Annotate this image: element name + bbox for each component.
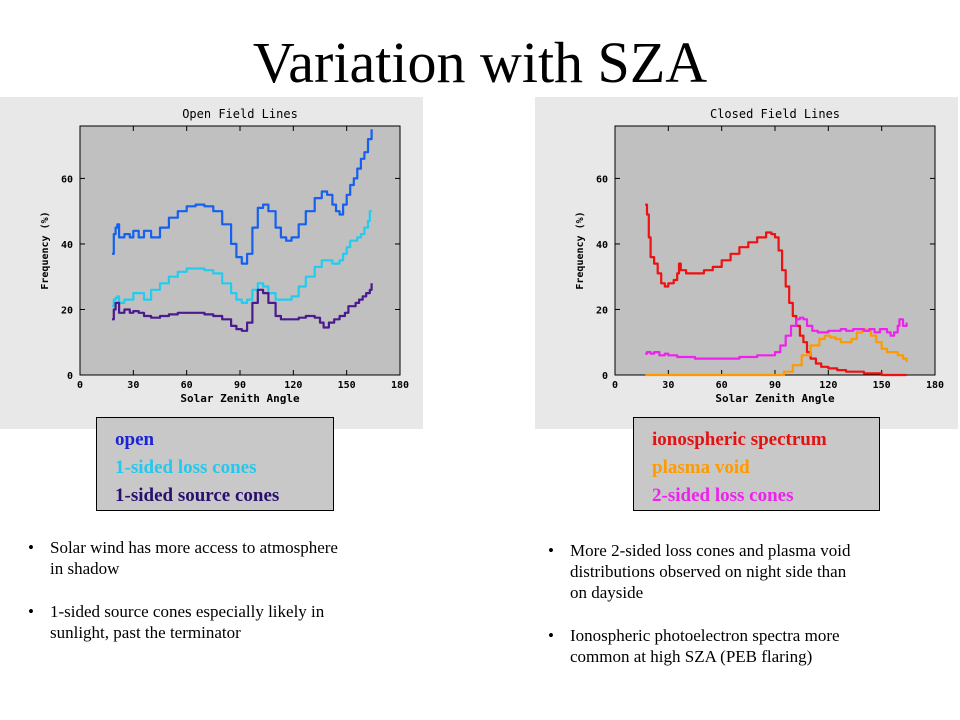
x-tick-label: 60 xyxy=(181,380,193,391)
legend-item-ionospheric-spectrum: ionospheric spectrum xyxy=(652,429,827,450)
series-line-2-sided-loss-cones xyxy=(645,316,908,360)
legend-item-1-sided-loss-cones: 1-sided loss cones xyxy=(115,457,257,478)
plot-area xyxy=(614,125,936,376)
bullet-marker: • xyxy=(28,602,34,621)
right-bullet-list: • More 2-sided loss cones and plasma voi… xyxy=(548,540,948,689)
y-tick-label: 20 xyxy=(596,305,608,316)
legend-item-1-sided-source-cones: 1-sided source cones xyxy=(115,485,280,506)
open-field-lines-chart: Open Field Lines 0 30 60 90 120 150 180 0 20 40 60 S… xyxy=(0,97,423,429)
x-tick-label: 120 xyxy=(819,380,837,391)
bullet-marker: • xyxy=(548,541,554,560)
bullet-item: • More 2-sided loss cones and plasma voi… xyxy=(548,540,948,603)
plot-area xyxy=(79,125,401,376)
x-tick-label: 60 xyxy=(716,380,728,391)
slide-title: Variation with SZA xyxy=(252,30,708,95)
legend-item-open: open xyxy=(115,429,155,450)
series-line-1-sided-loss-cones xyxy=(112,210,372,308)
x-tick-label: 180 xyxy=(926,380,944,391)
series-line-ionospheric-spectrum xyxy=(645,203,907,377)
bullet-marker: • xyxy=(28,538,34,557)
bullet-item: • Solar wind has more access to atmosphe… xyxy=(28,537,448,579)
left-bullet-list: • Solar wind has more access to atmosphe… xyxy=(28,537,448,665)
y-tick-label: 40 xyxy=(61,240,73,251)
closed-field-legend: ionospheric spectrum plasma void 2-sided… xyxy=(633,417,880,511)
x-tick-label: 120 xyxy=(284,380,302,391)
x-axis-label: Solar Zenith Angle xyxy=(715,392,835,405)
closed-field-lines-plot: Closed Field Lines 0 30 60 90 120 150 180 0 20 40 6… xyxy=(575,107,944,405)
x-tick-label: 30 xyxy=(127,380,139,391)
y-tick-label: 40 xyxy=(596,240,608,251)
y-tick-label: 0 xyxy=(67,371,73,382)
y-tick-label: 0 xyxy=(602,371,608,382)
bullet-marker: • xyxy=(548,626,554,645)
y-axis-label: Frequency (%) xyxy=(575,211,586,289)
x-tick-label: 0 xyxy=(77,380,83,391)
x-tick-label: 150 xyxy=(873,380,891,391)
y-tick-label: 60 xyxy=(61,174,73,185)
x-tick-label: 150 xyxy=(338,380,356,391)
y-tick-label: 20 xyxy=(61,305,73,316)
bullet-text: More 2-sided loss cones and plasma void … xyxy=(570,541,851,602)
chart-title: Closed Field Lines xyxy=(710,107,840,121)
x-tick-label: 90 xyxy=(234,380,246,391)
x-tick-label: 0 xyxy=(612,380,618,391)
y-axis-label: Frequency (%) xyxy=(40,211,51,289)
x-axis-label: Solar Zenith Angle xyxy=(180,392,300,405)
y-tick-label: 60 xyxy=(596,174,608,185)
legend-item-plasma-void: plasma void xyxy=(652,457,750,478)
bullet-item: • Ionospheric photoelectron spectra more… xyxy=(548,625,948,667)
bullet-text: Solar wind has more access to atmosphere… xyxy=(50,538,338,578)
series-line-open xyxy=(112,129,373,265)
bullet-text: 1-sided source cones especially likely i… xyxy=(50,602,325,642)
closed-field-lines-chart: Closed Field Lines 0 30 60 90 120 150 180 0 20 40 6… xyxy=(535,97,958,429)
x-tick-label: 180 xyxy=(391,380,409,391)
series-line-1-sided-source-cones xyxy=(112,283,373,332)
chart-title: Open Field Lines xyxy=(182,107,298,121)
legend-item-2-sided-loss-cones: 2-sided loss cones xyxy=(652,485,794,506)
bullet-item: • 1-sided source cones especially likely… xyxy=(28,601,448,643)
open-field-legend: open 1-sided loss cones 1-sided source c… xyxy=(96,417,334,511)
series-line-plasma-void xyxy=(645,328,908,377)
x-tick-label: 90 xyxy=(769,380,781,391)
bullet-text: Ionospheric photoelectron spectra more c… xyxy=(570,626,840,666)
x-tick-label: 30 xyxy=(662,380,674,391)
